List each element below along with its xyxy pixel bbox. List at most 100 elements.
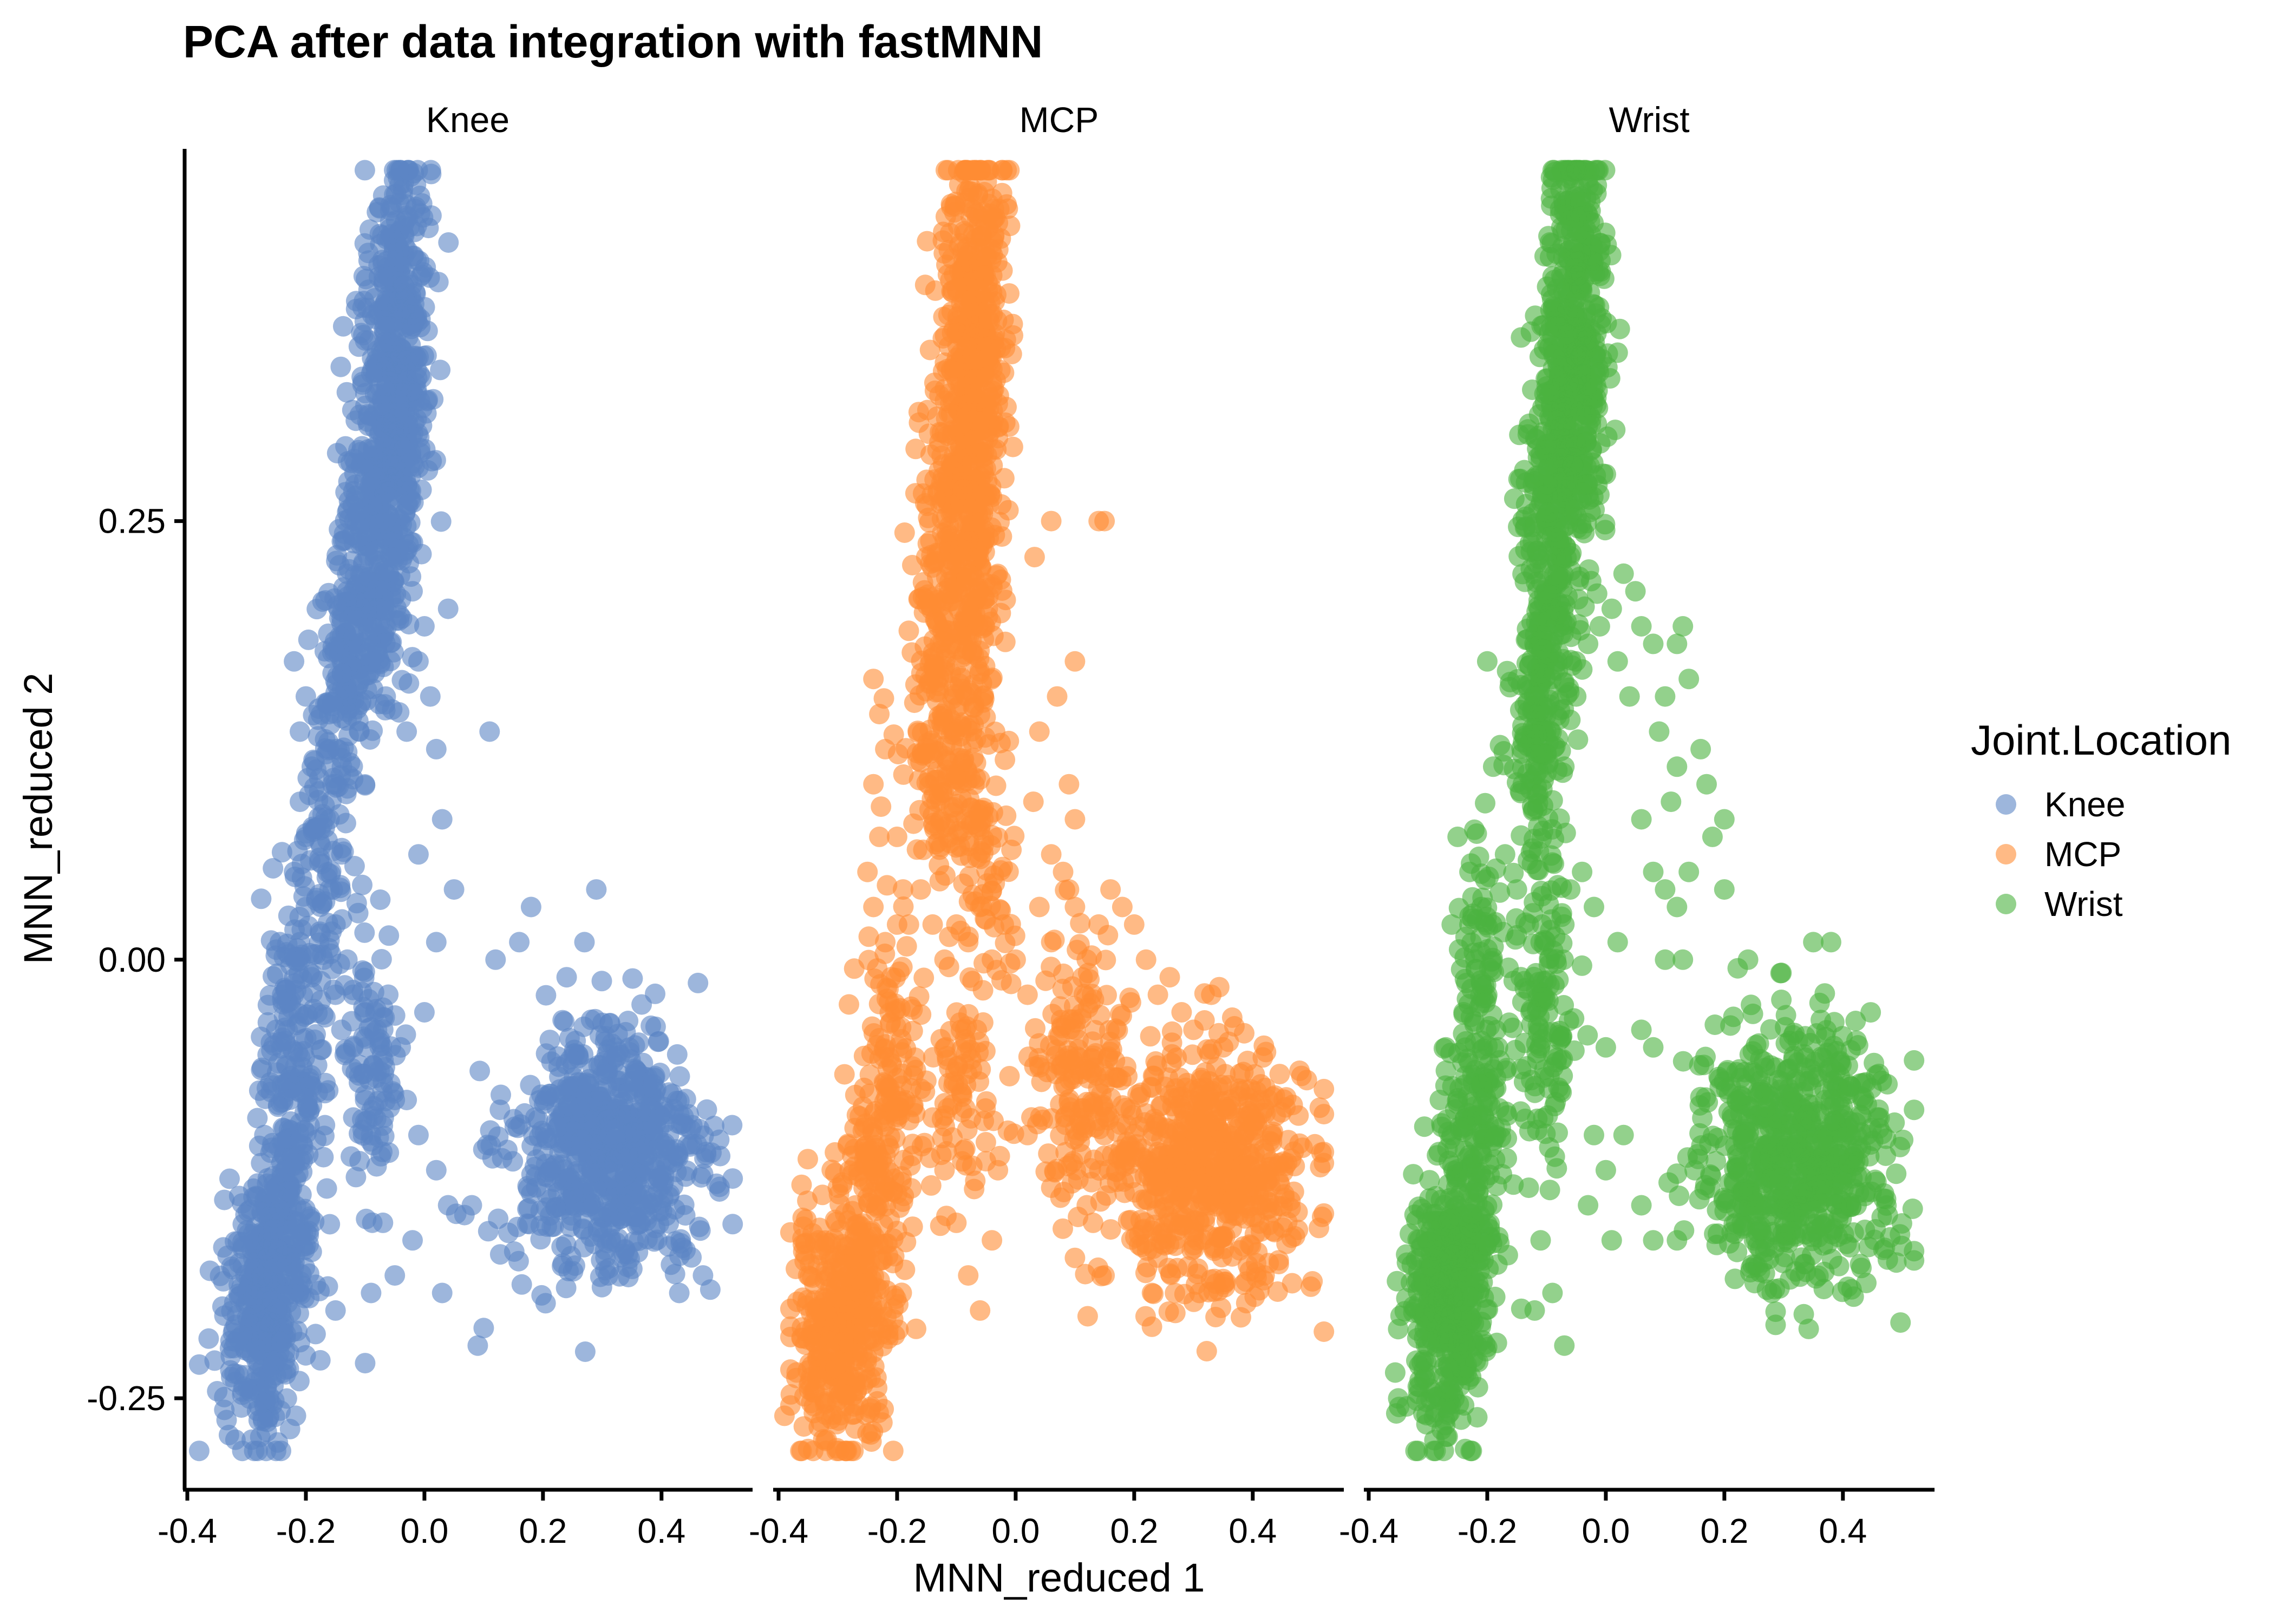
point-mcp bbox=[864, 1356, 885, 1377]
point-mcp bbox=[798, 1149, 818, 1170]
point-knee bbox=[356, 1208, 377, 1229]
point-knee bbox=[528, 1109, 548, 1130]
point-mcp bbox=[802, 1318, 823, 1339]
point-knee bbox=[533, 1093, 554, 1114]
point-mcp bbox=[1080, 993, 1101, 1014]
point-knee bbox=[389, 605, 410, 626]
point-knee bbox=[565, 1043, 586, 1064]
point-knee bbox=[373, 1107, 394, 1128]
point-knee bbox=[272, 984, 293, 1005]
point-knee bbox=[295, 896, 316, 918]
point-knee bbox=[599, 1099, 620, 1120]
point-mcp bbox=[855, 1236, 877, 1257]
point-mcp bbox=[955, 606, 976, 627]
point-knee bbox=[692, 1265, 714, 1286]
point-knee bbox=[489, 1244, 511, 1265]
point-knee bbox=[640, 1168, 661, 1189]
point-mcp bbox=[845, 1084, 866, 1105]
point-knee bbox=[536, 1197, 557, 1218]
point-mcp bbox=[992, 856, 1013, 878]
point-mcp bbox=[923, 646, 944, 667]
point-knee bbox=[582, 1181, 603, 1202]
point-mcp bbox=[879, 1013, 900, 1034]
point-knee bbox=[354, 572, 374, 593]
point-mcp bbox=[969, 512, 990, 533]
point-knee bbox=[232, 1381, 253, 1402]
point-knee bbox=[378, 504, 399, 525]
point-mcp bbox=[948, 215, 969, 236]
point-mcp bbox=[932, 706, 953, 727]
point-knee bbox=[437, 598, 459, 619]
point-knee bbox=[228, 1328, 249, 1349]
point-knee bbox=[664, 1199, 685, 1220]
point-knee bbox=[305, 1324, 326, 1345]
point-mcp bbox=[918, 423, 939, 444]
point-knee bbox=[606, 1046, 627, 1068]
point-knee bbox=[692, 1163, 714, 1184]
point-knee bbox=[383, 334, 403, 355]
point-mcp bbox=[909, 588, 930, 610]
point-knee bbox=[396, 721, 417, 742]
point-mcp bbox=[970, 1059, 991, 1080]
point-knee bbox=[409, 250, 430, 271]
point-knee bbox=[562, 1121, 583, 1142]
point-knee bbox=[408, 844, 429, 865]
point-knee bbox=[216, 1410, 237, 1431]
point-mcp bbox=[965, 768, 986, 788]
point-mcp bbox=[798, 1438, 819, 1459]
point-mcp bbox=[944, 195, 965, 216]
point-knee bbox=[560, 1246, 581, 1267]
point-mcp bbox=[791, 1174, 812, 1195]
point-mcp bbox=[825, 1358, 846, 1379]
point-mcp bbox=[964, 383, 985, 404]
point-knee bbox=[212, 1296, 233, 1317]
point-knee bbox=[382, 367, 403, 388]
point-mcp bbox=[893, 764, 914, 785]
point-knee bbox=[219, 1168, 240, 1189]
point-knee bbox=[722, 1214, 743, 1235]
point-knee bbox=[361, 363, 382, 384]
point-mcp bbox=[912, 743, 933, 764]
point-knee bbox=[358, 439, 378, 460]
point-knee bbox=[614, 1165, 635, 1186]
point-knee bbox=[426, 1160, 447, 1181]
point-knee bbox=[271, 1440, 291, 1462]
point-knee bbox=[367, 340, 388, 361]
point-knee bbox=[414, 616, 435, 637]
point-knee bbox=[563, 1261, 584, 1282]
point-knee bbox=[214, 1189, 235, 1210]
point-knee bbox=[438, 232, 459, 253]
point-knee bbox=[473, 1318, 494, 1339]
point-knee bbox=[284, 861, 305, 882]
point-knee bbox=[378, 296, 399, 317]
point-knee bbox=[263, 1218, 284, 1239]
point-knee bbox=[508, 1250, 529, 1272]
point-knee bbox=[344, 856, 365, 876]
point-mcp bbox=[1025, 1018, 1045, 1039]
point-mcp bbox=[855, 1271, 877, 1292]
point-knee bbox=[559, 1167, 580, 1188]
point-knee bbox=[591, 971, 612, 992]
point-knee bbox=[325, 774, 346, 795]
point-mcp bbox=[999, 283, 1020, 304]
point-mcp bbox=[875, 1077, 896, 1098]
point-knee bbox=[402, 581, 423, 602]
point-knee bbox=[251, 888, 272, 909]
point-knee bbox=[359, 219, 380, 240]
point-mcp bbox=[1314, 1321, 1335, 1342]
facet-strip-mcp: MCP bbox=[1020, 100, 1099, 140]
point-mcp bbox=[968, 183, 989, 204]
point-knee bbox=[384, 547, 406, 568]
point-mcp bbox=[875, 1116, 896, 1137]
point-knee bbox=[696, 1099, 717, 1120]
point-mcp bbox=[834, 1064, 855, 1085]
point-knee bbox=[312, 591, 333, 612]
point-knee bbox=[341, 1146, 361, 1167]
point-mcp bbox=[951, 788, 972, 809]
point-knee bbox=[585, 1148, 606, 1169]
point-knee bbox=[337, 586, 358, 607]
point-knee bbox=[284, 651, 305, 672]
point-knee bbox=[265, 945, 286, 966]
point-knee bbox=[237, 1307, 258, 1328]
point-knee bbox=[198, 1328, 219, 1349]
